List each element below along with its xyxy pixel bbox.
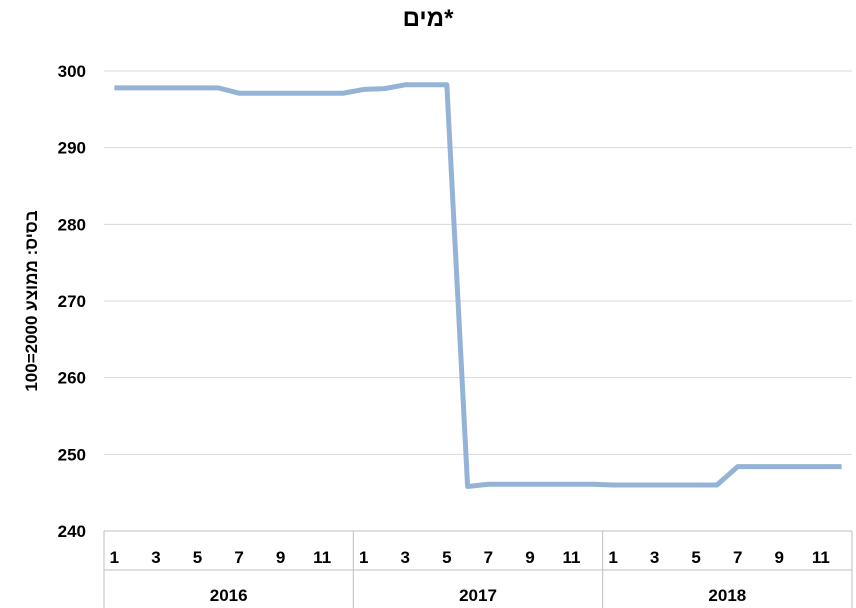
gridlines	[104, 70, 852, 455]
x-tick-label-year: 2017	[459, 586, 497, 605]
y-tick-label-300: 300	[58, 62, 86, 81]
x-tick-label-month: 11	[313, 548, 331, 567]
y-axis-ticks: 240 250 260 270 280 290 300	[58, 62, 86, 541]
x-tick-label-month: 1	[359, 548, 368, 567]
x-axis	[103, 530, 853, 608]
y-tick-label-280: 280	[58, 215, 86, 234]
y-axis-label: בסיס: ממוצע 2000=100	[22, 210, 41, 391]
x-tick-label-month: 5	[442, 548, 451, 567]
chart-title: מים*	[403, 5, 454, 32]
x-tick-label-month: 11	[563, 548, 581, 567]
x-tick-label-year: 2018	[708, 586, 746, 605]
x-tick-label-month: 9	[276, 548, 285, 567]
y-tick-label-250: 250	[58, 445, 86, 464]
x-tick-label-month: 5	[193, 548, 202, 567]
x-tick-label-month: 3	[151, 548, 160, 567]
series-layer	[114, 82, 842, 490]
x-tick-label-month: 11	[812, 548, 830, 567]
y-tick-label-270: 270	[58, 292, 86, 311]
x-tick-label-month: 1	[608, 548, 617, 567]
x-tick-label-month: 3	[401, 548, 410, 567]
x-tick-label-month: 7	[234, 548, 243, 567]
y-tick-label-290: 290	[58, 139, 86, 158]
x-tick-label-month: 1	[110, 548, 119, 567]
series-line-0	[114, 82, 842, 490]
x-tick-label-month: 5	[691, 548, 700, 567]
y-tick-label-260: 260	[58, 369, 86, 388]
x-tick-label-month: 7	[733, 548, 742, 567]
x-tick-label-year: 2016	[210, 586, 248, 605]
y-tick-label-240: 240	[58, 522, 86, 541]
x-tick-label-month: 9	[775, 548, 784, 567]
x-tick-label-month: 3	[650, 548, 659, 567]
x-tick-label-month: 7	[484, 548, 493, 567]
x-axis-ticks: 1 3 5 7 9 11 2016 1 3 5 7 9 11 2017 1 3 5 7 9 11 2018	[110, 548, 830, 605]
x-tick-label-month: 9	[525, 548, 534, 567]
